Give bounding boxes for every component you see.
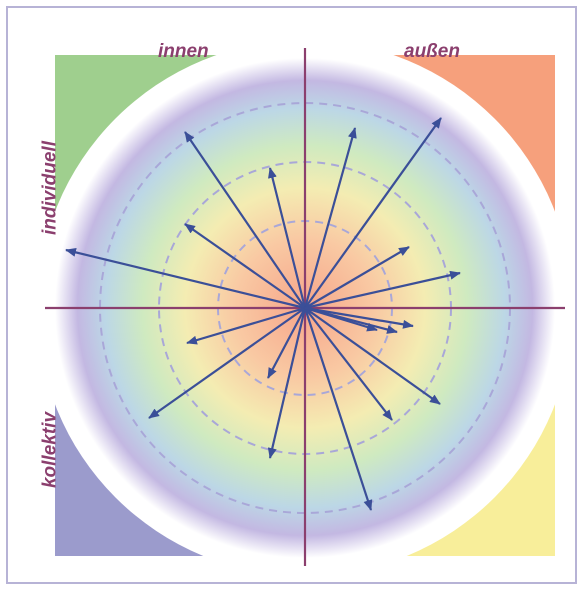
label-innen: innen (158, 41, 209, 62)
arrow-15 (267, 307, 307, 459)
label-kollektiv: kollektiv (39, 411, 61, 489)
label-individuell: individuell (39, 141, 61, 235)
arrow-4 (184, 223, 306, 309)
arrow-16 (303, 307, 373, 511)
arrow-12 (148, 307, 306, 419)
arrow-14 (304, 307, 393, 421)
arrow-2 (184, 131, 306, 309)
diagram-frame: innen außen individuell kollektiv (6, 6, 577, 584)
arrow-5 (303, 127, 357, 309)
arrow-7 (304, 246, 410, 309)
compass-diagram (37, 40, 573, 576)
arrow-17 (304, 306, 378, 332)
arrow-1 (65, 247, 306, 310)
arrow-13 (304, 307, 441, 405)
arrow-8 (304, 270, 461, 310)
arrow-6 (304, 117, 442, 309)
arrow-11 (267, 307, 306, 379)
arrow-group (65, 117, 461, 511)
label-aussen: außen (404, 41, 460, 62)
arrow-10 (186, 306, 306, 345)
arrow-18 (304, 306, 414, 329)
arrow-3 (268, 167, 307, 309)
